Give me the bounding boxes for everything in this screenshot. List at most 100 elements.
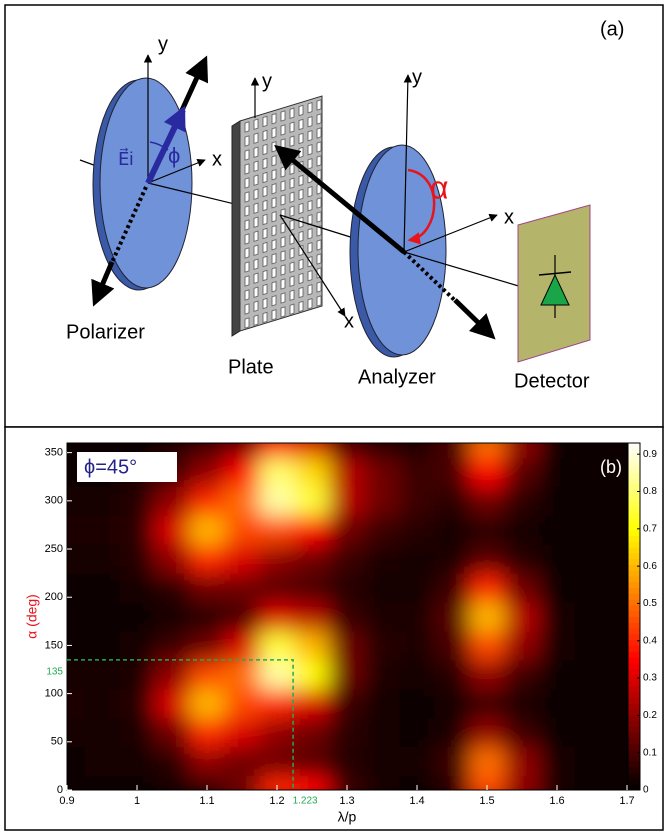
x-tick-label: 1.3 xyxy=(339,795,354,807)
heat-cell xyxy=(190,689,226,718)
heat-cell xyxy=(435,602,471,631)
heat-cell xyxy=(330,718,366,747)
panel-label: (a) xyxy=(600,18,624,40)
x-axis-label: λ/p xyxy=(338,809,357,825)
colorbar-step xyxy=(628,645,640,651)
heat-cell xyxy=(295,602,331,631)
heat-cell xyxy=(225,602,261,631)
colorbar-step xyxy=(628,564,640,570)
colorbar-step xyxy=(628,466,640,472)
x-tick-label: 1 xyxy=(134,795,140,807)
colorbar-step xyxy=(628,773,640,779)
heat-cell xyxy=(470,573,506,602)
y-tick-label: 200 xyxy=(45,591,63,603)
heat-cell xyxy=(295,718,331,747)
heat-cell xyxy=(470,689,506,718)
colorbar-step xyxy=(628,761,640,767)
heat-cell xyxy=(155,544,191,573)
heat-cell xyxy=(190,573,226,602)
heat-cell xyxy=(470,486,506,515)
heat-cell xyxy=(155,689,191,718)
axis-label: x xyxy=(344,310,354,332)
heat-cell xyxy=(155,515,191,544)
heat-cell xyxy=(505,718,541,747)
heat-cell xyxy=(470,660,506,689)
angle-label: α xyxy=(430,169,449,205)
colorbar-step xyxy=(628,663,640,669)
axis-label: x xyxy=(212,148,222,170)
heat-cell xyxy=(470,631,506,660)
heat-cell xyxy=(575,747,611,776)
heat-cell xyxy=(260,660,296,689)
colorbar-step xyxy=(628,622,640,628)
colorbar-tick-label: 0.2 xyxy=(643,710,657,721)
heat-cell xyxy=(435,689,471,718)
x-tick-label: 1.1 xyxy=(199,795,214,807)
heat-cell xyxy=(190,747,226,776)
heat-cell xyxy=(505,602,541,631)
heat-cell xyxy=(575,486,611,515)
heat-cell xyxy=(155,573,191,602)
heat-cell xyxy=(540,602,576,631)
heat-cell xyxy=(365,573,401,602)
colorbar-step xyxy=(628,501,640,507)
heat-cell xyxy=(260,602,296,631)
y-tick-label: 150 xyxy=(45,639,63,651)
heat-cell xyxy=(260,515,296,544)
colorbar-tick-label: 0.8 xyxy=(643,486,657,497)
heat-cell xyxy=(120,515,156,544)
colorbar-tick-label: 0.7 xyxy=(643,523,657,534)
guide-label: 1.223 xyxy=(293,796,318,807)
heat-cell xyxy=(225,486,261,515)
heat-cell xyxy=(575,689,611,718)
heat-cell xyxy=(400,631,436,660)
heat-cell xyxy=(435,718,471,747)
heat-cell xyxy=(505,660,541,689)
heat-cell xyxy=(365,718,401,747)
heat-cell xyxy=(365,689,401,718)
heat-cell xyxy=(330,631,366,660)
colorbar-step xyxy=(628,605,640,611)
heat-cell xyxy=(575,602,611,631)
heat-cell xyxy=(540,660,576,689)
colorbar-tick-label: 0.9 xyxy=(643,449,657,460)
heat-cell xyxy=(85,747,121,776)
heat-cell xyxy=(330,747,366,776)
heat-cell xyxy=(575,544,611,573)
heat-cell xyxy=(120,486,156,515)
heat-cell xyxy=(225,544,261,573)
heat-cell xyxy=(400,515,436,544)
colorbar-step xyxy=(628,460,640,466)
heat-cell xyxy=(400,689,436,718)
y-axis-label: α (deg) xyxy=(24,594,40,639)
heat-cell xyxy=(575,718,611,747)
colorbar-step xyxy=(628,570,640,576)
heat-cell xyxy=(155,747,191,776)
heat-cell xyxy=(260,631,296,660)
heat-cell xyxy=(120,747,156,776)
colorbar-step xyxy=(628,617,640,623)
colorbar-step xyxy=(628,657,640,663)
colorbar-step xyxy=(628,599,640,605)
heat-cell xyxy=(190,718,226,747)
heat-cell xyxy=(225,689,261,718)
axis-label: y xyxy=(262,70,272,92)
heat-cell xyxy=(260,573,296,602)
heat-cell xyxy=(400,457,436,486)
colorbar-step xyxy=(628,674,640,680)
heat-cell xyxy=(190,457,226,486)
colorbar-step xyxy=(628,686,640,692)
colorbar-step xyxy=(628,669,640,675)
heat-cell xyxy=(85,718,121,747)
colorbar-step xyxy=(628,536,640,542)
heat-cell xyxy=(190,544,226,573)
heat-cell xyxy=(295,631,331,660)
heat-cell xyxy=(225,573,261,602)
colorbar-step xyxy=(628,495,640,501)
heat-cell xyxy=(400,602,436,631)
heat-cell xyxy=(435,515,471,544)
heat-cell xyxy=(365,747,401,776)
heat-cell xyxy=(260,486,296,515)
heat-cell xyxy=(120,602,156,631)
heat-cell xyxy=(295,747,331,776)
